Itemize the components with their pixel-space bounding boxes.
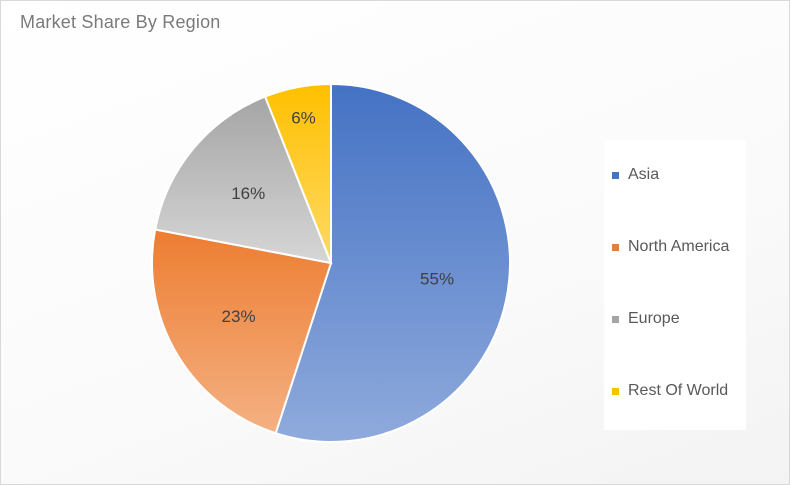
legend-swatch-europe: [612, 315, 619, 323]
pie-slice-europe: [154, 95, 333, 265]
legend-item-north-america: North America: [612, 237, 729, 257]
data-label-europe: 16%: [231, 184, 265, 203]
data-label-rest-of-world: 6%: [291, 108, 316, 127]
pie-slice-rest-of-world: [263, 82, 332, 264]
legend-item-rest-of-world: Rest Of World: [612, 381, 728, 401]
legend-swatch-rest-of-world: [612, 387, 619, 395]
pie-slice-asia: [274, 82, 511, 443]
legend-label-north-america: North America: [628, 238, 730, 255]
legend-label-europe: Europe: [628, 310, 680, 327]
legend-item-asia: Asia: [612, 165, 659, 185]
legend: Asia North America Europe Rest Of World: [604, 140, 746, 430]
legend-swatch-north-america: [612, 243, 619, 251]
data-label-asia: 55%: [420, 269, 454, 288]
pie-slice-north-america: [151, 228, 333, 435]
legend-swatch-asia: [612, 171, 619, 179]
legend-item-europe: Europe: [612, 309, 680, 329]
chart-title: Market Share By Region: [20, 12, 221, 32]
data-label-north-america: 23%: [222, 307, 256, 326]
legend-label-rest-of-world: Rest Of World: [628, 382, 729, 399]
legend-label-asia: Asia: [628, 166, 660, 183]
